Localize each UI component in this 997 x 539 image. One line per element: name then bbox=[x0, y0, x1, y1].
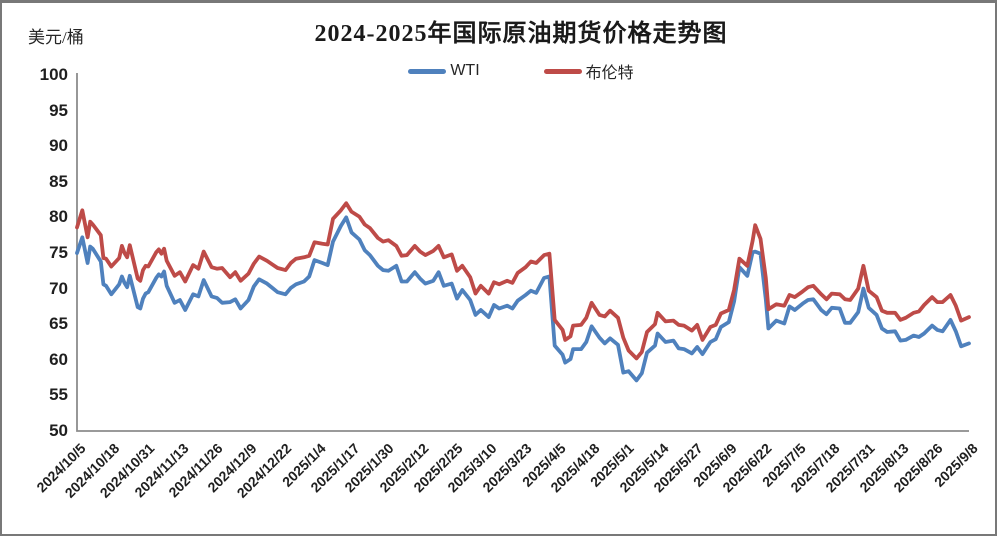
y-tick-label: 65 bbox=[49, 314, 68, 334]
y-tick-label: 50 bbox=[49, 421, 68, 440]
y-tick-label: 60 bbox=[49, 349, 68, 369]
legend-item-brent: 布伦特 bbox=[543, 59, 634, 83]
legend-label-wti: WTI bbox=[450, 62, 480, 79]
y-tick-label: 75 bbox=[49, 243, 68, 262]
y-tick-label: 55 bbox=[49, 385, 68, 405]
y-tick-label: 100 bbox=[39, 65, 68, 84]
chart-title: 2024-2025年国际原油期货价格走势图 bbox=[314, 21, 728, 47]
y-tick-label: 70 bbox=[49, 278, 68, 298]
y-axis-unit-label: 美元/桶 bbox=[28, 28, 84, 47]
legend: WTI 布伦特 bbox=[77, 59, 965, 83]
plot-area bbox=[75, 73, 971, 432]
y-tick-label: 90 bbox=[49, 136, 68, 156]
legend-item-wti: WTI bbox=[408, 62, 480, 80]
y-tick-label: 85 bbox=[49, 171, 68, 191]
axis-lines bbox=[76, 73, 969, 432]
series-line-wti bbox=[75, 215, 971, 383]
legend-label-brent: 布伦特 bbox=[585, 65, 634, 82]
brent-line-swatch bbox=[543, 68, 582, 74]
y-tick-label: 95 bbox=[49, 100, 68, 120]
wti-line-swatch bbox=[408, 68, 447, 74]
y-tick-label: 80 bbox=[49, 207, 68, 227]
series-line-brent bbox=[75, 201, 971, 361]
